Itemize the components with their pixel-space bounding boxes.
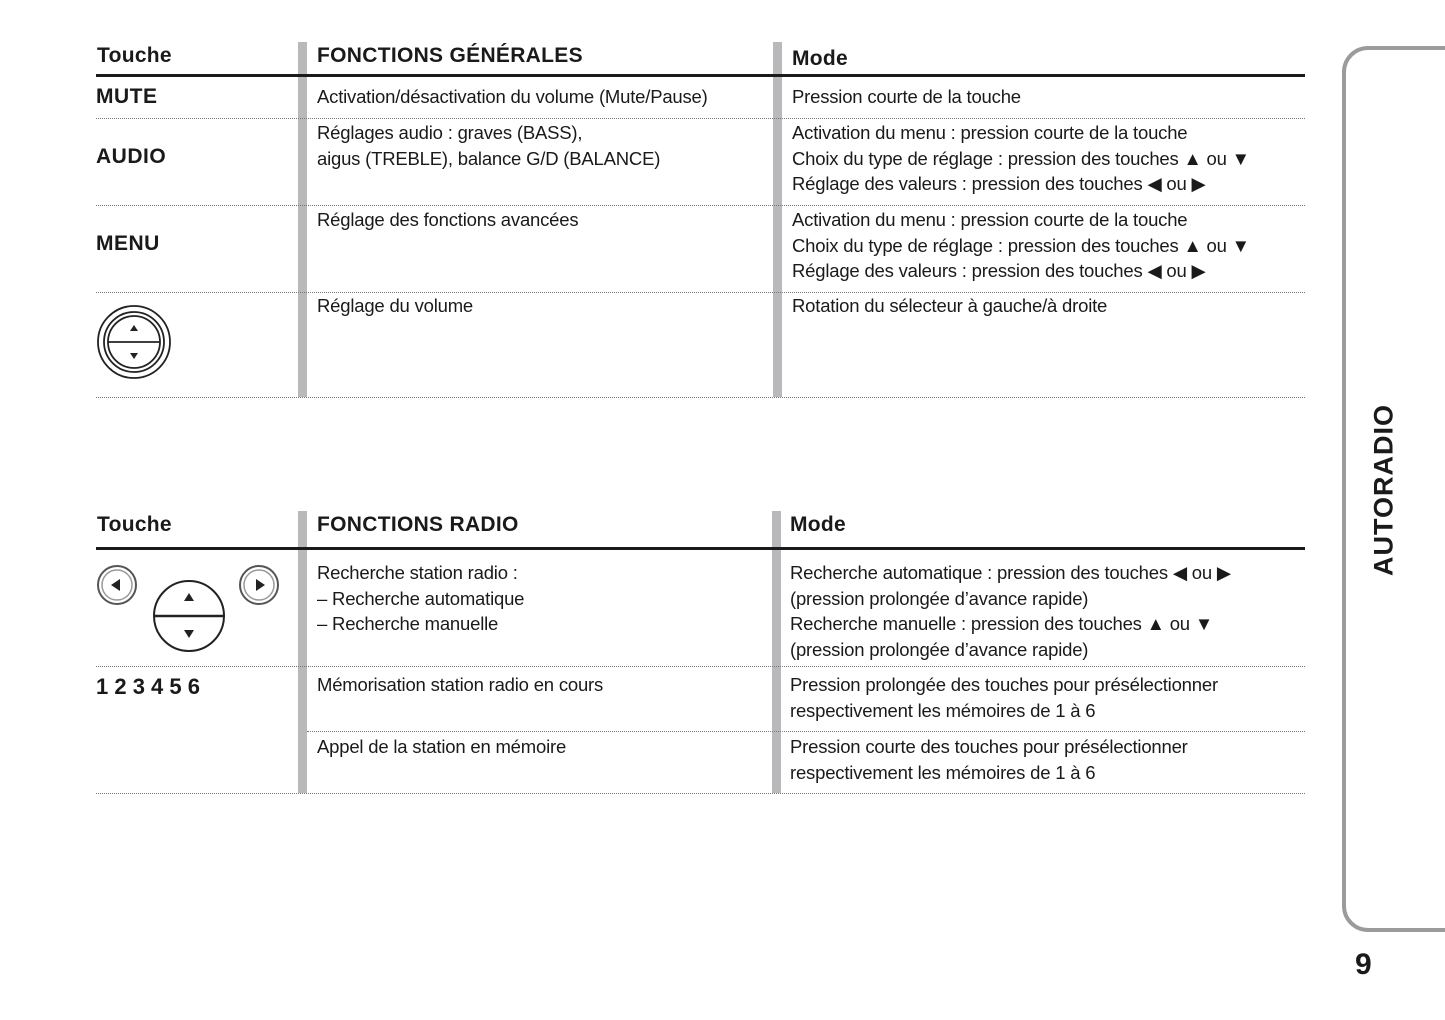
function-text: Recherche station radio : – Recherche au… — [317, 560, 524, 637]
row-divider — [96, 397, 1305, 398]
mode-text: Activation du menu : pression courte de … — [792, 120, 1250, 197]
function-text: Appel de la station en mémoire — [317, 736, 567, 757]
line: Réglages audio : graves (BASS), — [317, 122, 583, 143]
header-mode: Mode — [790, 513, 847, 536]
section-tab-label: AUTORADIO — [1368, 403, 1399, 577]
mode-text: Pression prolongée des touches pour prés… — [790, 672, 1218, 723]
line: respectivement les mémoires de 1 à 6 — [790, 699, 1096, 721]
mode-text: Pression courte de la touche — [792, 86, 1021, 107]
header-touche: Touche — [97, 44, 172, 67]
function-text: Réglage des fonctions avancées — [317, 209, 579, 230]
key-presets: 1 2 3 4 5 6 — [96, 674, 200, 699]
key-menu: MENU — [96, 232, 160, 255]
row-divider — [96, 666, 1305, 667]
mode-text: Recherche automatique : pression des tou… — [790, 560, 1231, 662]
line: Recherche manuelle : pression des touche… — [790, 613, 1213, 634]
column-divider — [298, 511, 307, 793]
header-fonctions: FONCTIONS GÉNÉRALES — [317, 44, 583, 67]
line: (pression prolongée d’avance rapide) — [790, 638, 1089, 660]
header-fonctions: FONCTIONS RADIO — [317, 513, 519, 536]
header-touche: Touche — [97, 513, 172, 536]
header-rule — [96, 547, 1305, 550]
line: Réglage des valeurs : pression des touch… — [792, 173, 1206, 194]
row-divider — [96, 205, 1305, 206]
column-divider — [773, 42, 782, 397]
function-text: Mémorisation station radio en cours — [317, 674, 604, 695]
line: Choix du type de réglage : pression des … — [792, 234, 1250, 256]
line: – Recherche automatique — [317, 587, 525, 609]
line: Pression courte des touches pour préséle… — [790, 736, 1188, 757]
row-divider — [96, 793, 1305, 794]
function-text: Réglage du volume — [317, 295, 474, 316]
function-text: Réglages audio : graves (BASS), aigus (T… — [317, 120, 660, 171]
function-text: Activation/désactivation du volume (Mute… — [317, 86, 708, 107]
line: Recherche station radio : — [317, 562, 518, 583]
page-number: 9 — [1355, 948, 1372, 981]
header-mode: Mode — [792, 47, 849, 70]
row-divider — [96, 292, 1305, 293]
key-audio: AUDIO — [96, 145, 167, 168]
header-rule — [96, 74, 1305, 77]
mode-text: Rotation du sélecteur à gauche/à droite — [792, 295, 1108, 316]
line: Recherche automatique : pression des tou… — [790, 562, 1231, 583]
column-divider — [772, 511, 781, 793]
line: Pression prolongée des touches pour prés… — [790, 674, 1218, 695]
seek-buttons-icon — [97, 565, 279, 652]
volume-knob-icon — [97, 305, 171, 379]
row-divider — [307, 731, 1305, 732]
line: Activation du menu : pression courte de … — [792, 209, 1188, 230]
section-tab — [1342, 46, 1445, 932]
key-mute: MUTE — [96, 85, 158, 108]
mode-text: Pression courte des touches pour préséle… — [790, 734, 1188, 785]
column-divider — [298, 42, 307, 397]
line: aigus (TREBLE), balance G/D (BALANCE) — [317, 147, 661, 169]
line: Réglage des valeurs : pression des touch… — [792, 260, 1206, 281]
row-divider — [96, 118, 1305, 119]
line: Choix du type de réglage : pression des … — [792, 147, 1250, 169]
line: respectivement les mémoires de 1 à 6 — [790, 761, 1096, 783]
mode-text: Activation du menu : pression courte de … — [792, 207, 1250, 284]
line: – Recherche manuelle — [317, 613, 499, 634]
line: (pression prolongée d’avance rapide) — [790, 587, 1089, 609]
line: Activation du menu : pression courte de … — [792, 122, 1188, 143]
